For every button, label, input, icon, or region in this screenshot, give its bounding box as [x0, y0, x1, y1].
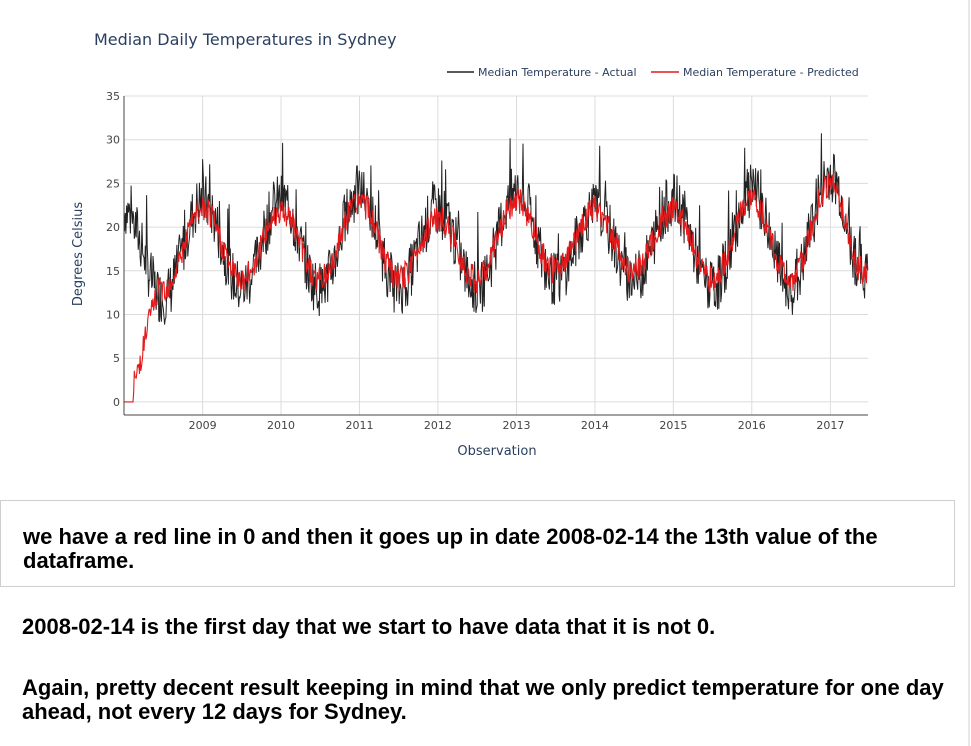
chart-svg: Median Daily Temperatures in Sydney 0 5 10… — [71, 30, 869, 459]
y-tick-label: 20 — [106, 221, 120, 234]
x-tick-label: 2015 — [659, 419, 687, 432]
series-lines — [123, 133, 869, 403]
x-tick-label: 2011 — [345, 419, 373, 432]
axes — [123, 96, 868, 416]
chart-legend[interactable]: Median Temperature - Actual Median Tempe… — [447, 66, 859, 79]
x-tick-label: 2009 — [189, 419, 217, 432]
y-tick-label: 5 — [113, 352, 120, 365]
y-tick-label: 25 — [106, 177, 120, 190]
x-tick-label: 2013 — [503, 419, 531, 432]
x-axis-title: Observation — [457, 444, 536, 459]
temperature-chart: Median Daily Temperatures in Sydney 0 5 10… — [71, 30, 869, 459]
markdown-cell-selected[interactable]: we have a red line in 0 and then it goes… — [0, 500, 955, 587]
y-tick-label: 30 — [106, 134, 120, 147]
y-tick-label: 35 — [106, 90, 120, 103]
scrollbar-track[interactable] — [968, 0, 970, 746]
y-tick-label: 15 — [106, 265, 120, 278]
y-tick-label: 0 — [113, 396, 120, 409]
x-tick-label: 2012 — [424, 419, 452, 432]
y-axis-title: Degrees Celsius — [71, 202, 86, 307]
markdown-text-1: we have a red line in 0 and then it goes… — [23, 524, 878, 573]
series-line-predicted — [124, 173, 869, 403]
legend-label-actual[interactable]: Median Temperature - Actual — [478, 66, 637, 79]
series-line-actual — [123, 133, 869, 325]
x-tick-label: 2017 — [816, 419, 844, 432]
x-tick-label: 2010 — [267, 419, 295, 432]
x-tick-label: 2016 — [738, 419, 766, 432]
legend-label-predicted[interactable]: Median Temperature - Predicted — [683, 66, 859, 79]
x-tick-label: 2014 — [581, 419, 609, 432]
y-tick-label: 10 — [106, 308, 120, 321]
markdown-text-2: 2008-02-14 is the first day that we star… — [22, 614, 716, 639]
chart-title: Median Daily Temperatures in Sydney — [94, 30, 397, 49]
markdown-text-3: Again, pretty decent result keeping in m… — [22, 675, 944, 724]
tick-labels: 0 5 10 15 20 25 30 35 2009 2010 2011 2012 2013 2014 20… — [106, 90, 844, 432]
